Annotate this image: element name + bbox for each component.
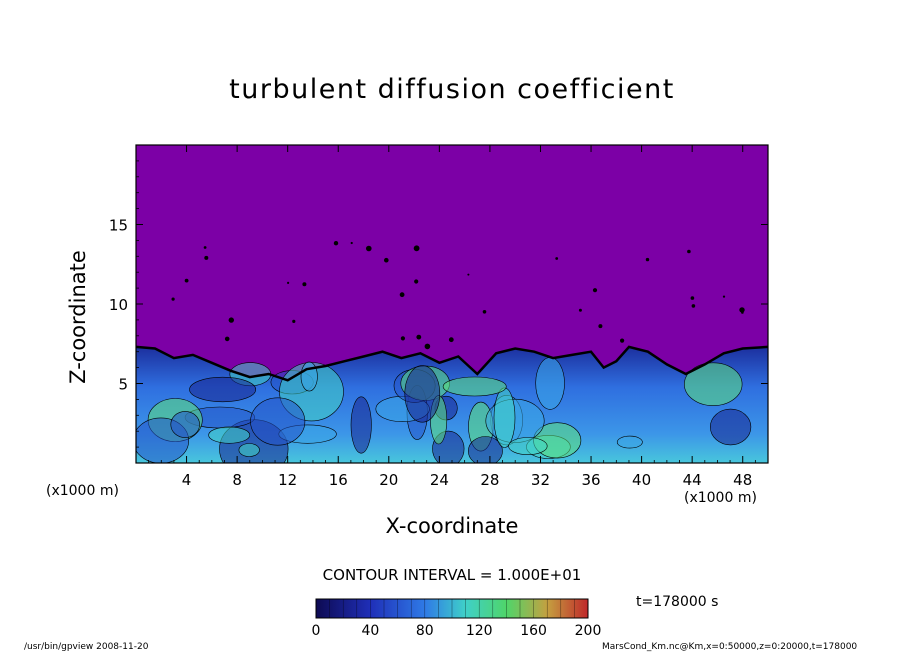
x-axis-label: X-coordinate xyxy=(385,514,519,538)
y-tick-label: 5 xyxy=(118,376,128,394)
contour-speck xyxy=(350,241,353,245)
eddy-contour xyxy=(170,411,200,438)
eddy-contour xyxy=(404,365,441,423)
contour-speck xyxy=(184,278,189,283)
x-tick-label: 4 xyxy=(182,471,192,489)
contour-speck xyxy=(555,257,559,260)
x-tick-label: 40 xyxy=(632,471,651,489)
colorbar-axis: 0 40 80 120 160 200 xyxy=(312,623,602,639)
colorbar-tick-label: 120 xyxy=(466,623,493,639)
contour-speck xyxy=(399,292,405,298)
x-axis-unit-left: (x1000 m) xyxy=(46,483,119,499)
y-tick-label: 10 xyxy=(109,296,128,314)
eddy-contour xyxy=(709,408,752,446)
contour-speck xyxy=(741,311,744,314)
eddy-contour xyxy=(616,435,643,449)
contour-speck xyxy=(228,317,234,323)
contour-speck xyxy=(224,336,230,342)
colorbar-stripes xyxy=(329,599,575,618)
eddy-contour xyxy=(442,376,507,397)
y-axis: 5 10 15 xyxy=(109,160,768,448)
eddy-contour xyxy=(508,437,548,456)
x-tick-label: 36 xyxy=(581,471,600,489)
contour-speck xyxy=(739,307,745,313)
eddy-contour xyxy=(468,436,503,463)
contour-speck xyxy=(620,338,625,343)
contour-speck xyxy=(287,281,290,284)
x-tick-label: 12 xyxy=(278,471,297,489)
contour-speck xyxy=(690,296,695,300)
field-layer xyxy=(136,241,768,463)
contour-speck xyxy=(204,255,209,260)
y-axis-label: Z-coordinate xyxy=(66,250,90,384)
eddy-contour xyxy=(250,397,306,446)
x-axis-unit-right: (x1000 m) xyxy=(684,490,757,506)
contour-speck xyxy=(416,334,422,340)
contour-interval-label: CONTOUR INTERVAL = 1.000E+01 xyxy=(322,566,582,584)
y-tick-label: 15 xyxy=(109,217,128,235)
time-label: t=178000 s xyxy=(636,594,719,610)
x-tick-label: 48 xyxy=(733,471,752,489)
contour-speck xyxy=(482,310,487,314)
x-tick-label: 16 xyxy=(329,471,348,489)
eddy-contour xyxy=(238,443,260,457)
x-tick-label: 8 xyxy=(232,471,242,489)
x-tick-label: 32 xyxy=(531,471,550,489)
footer-file-info: MarsCond_Km.nc@Km,x=0:50000,z=0:20000,t=… xyxy=(602,642,858,652)
upper-contour-specks xyxy=(171,241,745,350)
x-axis: 4 8 12 16 20 24 28 32 36 40 44 48 xyxy=(148,145,756,489)
contour-speck xyxy=(424,343,431,350)
contour-speck xyxy=(598,324,603,329)
contour-speck xyxy=(413,245,420,252)
footer-command: /usr/bin/gpview 2008-11-20 xyxy=(24,642,149,652)
x-tick-label: 24 xyxy=(430,471,449,489)
colorbar-tick-label: 80 xyxy=(416,623,434,639)
contour-speck xyxy=(448,337,454,343)
colorbar-tick-label: 0 xyxy=(312,623,321,639)
x-tick-label: 28 xyxy=(480,471,499,489)
contour-speck xyxy=(333,241,339,246)
contour-speck xyxy=(171,297,175,301)
eddy-contours xyxy=(136,357,752,463)
colorbar-tick-label: 160 xyxy=(520,623,547,639)
contour-speck xyxy=(292,319,296,323)
eddy-contour xyxy=(493,387,516,448)
contour-speck xyxy=(578,308,582,312)
eddy-contour xyxy=(350,396,372,454)
boundary-layer-top-contour xyxy=(136,345,768,382)
x-tick-label: 20 xyxy=(379,471,398,489)
eddy-contour xyxy=(189,376,256,403)
colorbar-tick-label: 40 xyxy=(361,623,379,639)
contour-speck xyxy=(414,279,419,284)
contour-speck xyxy=(366,245,372,252)
contour-speck xyxy=(467,273,470,276)
contour-speck xyxy=(592,288,598,293)
contour-speck xyxy=(203,246,207,249)
contour-speck xyxy=(302,282,307,287)
contour-speck xyxy=(687,249,691,254)
contour-speck xyxy=(645,257,650,262)
eddy-contour xyxy=(208,426,251,444)
eddy-contour xyxy=(300,361,318,392)
colorbar-tick-label: 200 xyxy=(575,623,602,639)
chart-title: turbulent diffusion coefficient xyxy=(229,74,675,105)
x-tick-label: 44 xyxy=(683,471,702,489)
contour-speck xyxy=(384,257,389,263)
contour-speck xyxy=(722,295,726,298)
eddy-contour xyxy=(683,362,743,406)
eddy-contour xyxy=(535,357,565,410)
contour-speck xyxy=(691,304,696,308)
contour-speck xyxy=(400,336,405,341)
